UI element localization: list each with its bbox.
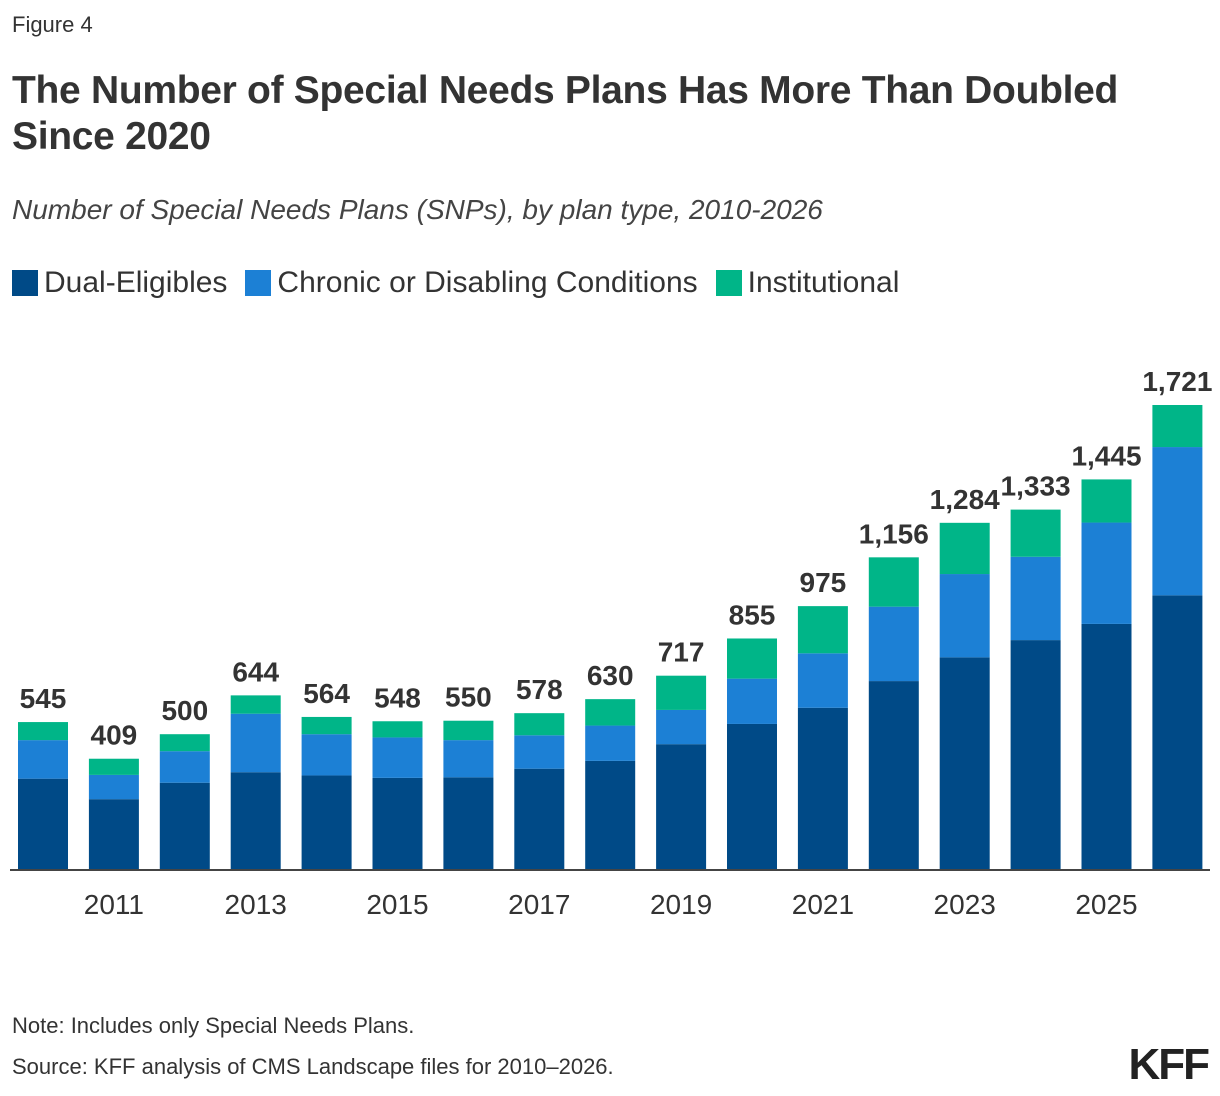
bar-segment-institutional-2015	[372, 721, 423, 738]
bar-segment-dual-2011	[88, 799, 139, 869]
legend-item-institutional: Institutional	[715, 266, 900, 300]
x-tick-label-2025: 2025	[1075, 889, 1137, 920]
bar-segment-dual-2020	[727, 723, 777, 869]
bar-segment-chronic-2017	[514, 735, 565, 769]
x-tick-label-2011: 2011	[84, 889, 144, 920]
total-label-2013: 644	[232, 656, 279, 687]
bar-segment-dual-2025	[1081, 623, 1132, 869]
total-label-2017: 578	[516, 674, 563, 705]
x-tick-label-2021: 2021	[792, 889, 854, 920]
kff-logo: KFF	[1128, 1040, 1210, 1089]
bar-segment-dual-2014	[301, 775, 352, 869]
bar-segment-dual-2015	[372, 777, 423, 869]
legend-swatch-dual	[12, 270, 38, 296]
bar-segment-chronic-2026	[1152, 447, 1203, 596]
bar-segment-chronic-2020	[727, 678, 777, 724]
total-label-2010: 545	[20, 683, 67, 714]
chart-title: The Number of Special Needs Plans Has Mo…	[12, 69, 1119, 158]
bar-segment-chronic-2016	[443, 740, 494, 778]
legend-label: Chronic or Disabling Conditions	[277, 266, 698, 299]
bar-segment-dual-2023	[939, 657, 990, 869]
note: Note: Includes only Special Needs Plans.	[12, 1013, 415, 1038]
bar-segment-dual-2012	[159, 782, 210, 869]
bar-segment-chronic-2019	[656, 709, 707, 745]
bar-segment-institutional-2026	[1152, 405, 1203, 448]
total-label-2011: 409	[91, 720, 138, 751]
x-tick-label-2019: 2019	[650, 889, 712, 920]
legend-swatch-chronic	[245, 270, 272, 296]
total-label-2021: 975	[800, 567, 847, 598]
bar-segment-chronic-2010	[18, 740, 68, 779]
bar-segment-dual-2022	[868, 681, 919, 869]
total-label-2023: 1,284	[930, 484, 1000, 515]
total-label-2019: 717	[658, 637, 705, 668]
bar-segment-dual-2010	[18, 778, 68, 869]
bar-segment-dual-2018	[585, 760, 636, 869]
bar-segment-chronic-2011	[88, 774, 139, 800]
bar-segment-dual-2019	[656, 744, 707, 869]
bar-segment-institutional-2016	[443, 720, 494, 741]
bar-segment-institutional-2012	[159, 734, 210, 752]
bar-segment-institutional-2014	[301, 716, 352, 735]
bar-segment-institutional-2021	[797, 606, 848, 654]
bar-segment-institutional-2010	[18, 722, 68, 741]
total-label-2012: 500	[161, 695, 208, 726]
bar-segment-institutional-2011	[88, 758, 139, 775]
total-label-2015: 548	[374, 682, 421, 713]
bar-segment-chronic-2012	[159, 751, 210, 783]
bar-segment-institutional-2013	[230, 695, 281, 714]
total-label-2025: 1,445	[1071, 440, 1141, 471]
legend: Dual-Eligibles Chronic or Disabling Cond…	[12, 266, 899, 300]
x-tick-label-2013: 2013	[225, 889, 287, 920]
bar-segment-institutional-2023	[939, 522, 990, 575]
bar-segment-chronic-2025	[1081, 522, 1132, 624]
source: Source: KFF analysis of CMS Landscape fi…	[12, 1054, 614, 1079]
total-label-2024: 1,333	[1001, 471, 1071, 502]
bar-segment-institutional-2018	[585, 699, 636, 726]
x-tick-label-2023: 2023	[934, 889, 996, 920]
total-label-2020: 855	[729, 599, 776, 630]
legend-item-chronic: Chronic or Disabling Conditions	[245, 266, 698, 300]
bar-segment-dual-2021	[797, 707, 848, 869]
bar-segment-chronic-2021	[797, 653, 848, 708]
legend-swatch-institutional	[715, 270, 742, 296]
x-tick-label-2015: 2015	[366, 889, 428, 920]
bar-segment-dual-2024	[1010, 640, 1061, 869]
total-label-2022: 1,156	[859, 518, 929, 549]
legend-item-dual: Dual-Eligibles	[12, 266, 227, 300]
total-label-2014: 564	[303, 678, 350, 709]
bar-segment-chronic-2024	[1010, 556, 1061, 641]
bar-segment-chronic-2015	[372, 737, 423, 778]
total-label-2016: 550	[445, 682, 492, 713]
legend-label: Dual-Eligibles	[44, 266, 228, 299]
bar-segment-institutional-2019	[656, 675, 707, 710]
bar-segment-institutional-2025	[1081, 479, 1132, 523]
bar-segment-chronic-2022	[868, 606, 919, 682]
x-tick-label-2017: 2017	[508, 889, 570, 920]
total-label-2026: 1,721	[1142, 366, 1212, 397]
bar-segment-institutional-2022	[868, 557, 919, 607]
total-label-2018: 630	[587, 660, 634, 691]
bar-segment-chronic-2013	[230, 713, 281, 773]
bar-segment-dual-2026	[1152, 595, 1203, 869]
bar-segment-chronic-2023	[939, 574, 990, 658]
legend-label: Institutional	[747, 266, 900, 299]
bar-segment-institutional-2020	[727, 638, 777, 679]
bar-segment-dual-2016	[443, 777, 494, 869]
bar-segment-dual-2017	[514, 768, 565, 869]
bar-segment-dual-2013	[230, 772, 281, 869]
figure-label: Figure 4	[12, 12, 93, 37]
bar-segment-chronic-2014	[301, 734, 352, 776]
bar-segment-chronic-2018	[585, 725, 636, 761]
bar-segment-institutional-2024	[1010, 509, 1061, 557]
bar-segment-institutional-2017	[514, 713, 565, 736]
chart-subtitle: Number of Special Needs Plans (SNPs), by…	[12, 194, 823, 225]
